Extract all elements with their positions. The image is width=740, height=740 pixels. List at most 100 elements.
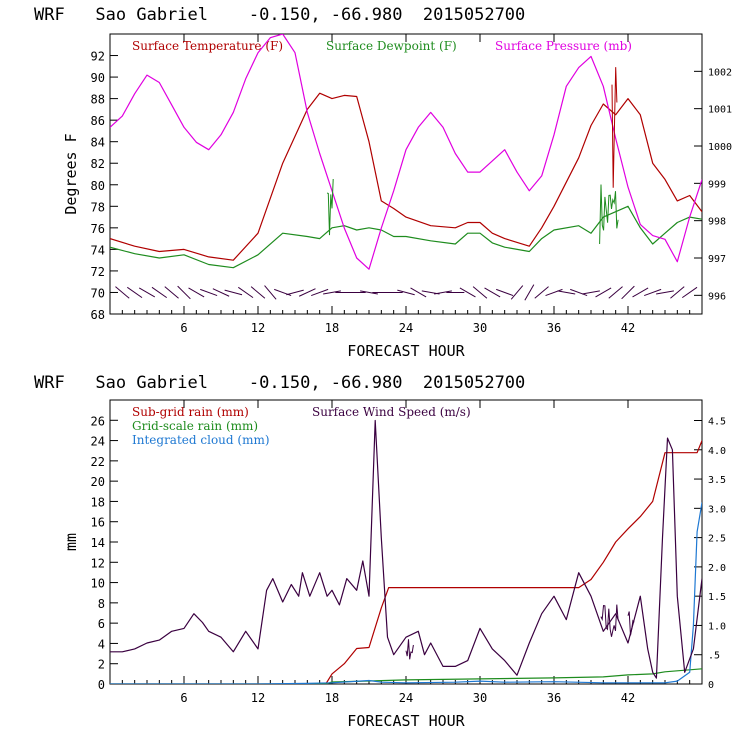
y2-tick-label: 2.5 [708, 534, 726, 545]
legend-entry: Integrated cloud (mm) [132, 433, 270, 447]
legend-entry: Sub-grid rain (mm) [132, 405, 249, 419]
x-tick-label: 12 [251, 321, 265, 335]
wind-barb [459, 287, 476, 298]
wind-barb [397, 289, 415, 296]
wind-barb [545, 288, 563, 297]
y-tick-label: 88 [91, 93, 105, 107]
wind-barb [164, 286, 179, 299]
wind-barb [138, 287, 156, 298]
y-axis-label: mm [62, 533, 80, 551]
series-line-sub-grid-rain-mm- [110, 440, 702, 684]
series-line-surface-dewpoint-f- [110, 205, 702, 269]
x-axis-label: FORECAST HOUR [347, 712, 465, 730]
y-tick-label: 14 [91, 536, 105, 550]
y-tick-label: 8 [98, 597, 105, 611]
x-tick-label: 42 [621, 321, 635, 335]
legend-entry: Surface Dewpoint (F) [326, 39, 457, 53]
x-tick-label: 36 [547, 691, 561, 705]
y-tick-label: 70 [91, 286, 105, 300]
legend-entry: Surface Pressure (mb) [495, 39, 632, 53]
y2-tick-label: 1002 [708, 67, 732, 78]
wind-barb [151, 286, 167, 299]
wind-barb [224, 289, 243, 296]
wind-barb [360, 290, 378, 295]
y-tick-label: 80 [91, 179, 105, 193]
x-tick-label: 30 [473, 691, 487, 705]
y-tick-label: 0 [98, 678, 105, 692]
y-tick-label: 20 [91, 475, 105, 489]
y-tick-label: 10 [91, 577, 105, 591]
wind-barb [472, 286, 488, 299]
legend-entry: Surface Wind Speed (m/s) [312, 405, 471, 419]
panel-2: WRF Sao Gabriel -0.150, -66.980 20150527… [34, 373, 726, 730]
wind-barb [410, 287, 427, 298]
series-oscillation [611, 67, 618, 188]
x-tick-label: 18 [325, 321, 339, 335]
wind-barb [115, 286, 130, 299]
wind-barb [286, 289, 304, 296]
plot-area [110, 34, 702, 301]
y-tick-label: 86 [91, 114, 105, 128]
wind-barb [484, 287, 501, 298]
panel-1: WRF Sao Gabriel -0.150, -66.980 20150527… [34, 5, 732, 360]
x-tick-label: 36 [547, 321, 561, 335]
y-tick-label: 4 [98, 637, 105, 651]
wind-barb [212, 288, 230, 297]
x-tick-label: 6 [180, 691, 187, 705]
wind-barb [311, 288, 329, 297]
plot-area [110, 419, 702, 684]
y2-tick-label: 4.5 [708, 416, 726, 427]
y2-tick-label: 1000 [708, 142, 732, 153]
y-tick-label: 76 [91, 222, 105, 236]
wind-barb [434, 290, 452, 295]
chart-title: WRF Sao Gabriel -0.150, -66.980 20150527… [34, 5, 525, 25]
wind-barb [682, 286, 698, 299]
y-axis-label: Degrees F [62, 133, 80, 214]
y-tick-label: 72 [91, 265, 105, 279]
wind-barb [238, 286, 254, 299]
x-axis-label: FORECAST HOUR [347, 342, 465, 360]
x-tick-label: 12 [251, 691, 265, 705]
wind-barb [250, 286, 266, 299]
y2-tick-label: 1001 [708, 105, 732, 116]
y-tick-label: 16 [91, 516, 105, 530]
wind-barb [510, 285, 524, 300]
y-tick-label: 2 [98, 658, 105, 672]
legend-entry: Grid-scale rain (mm) [132, 419, 258, 433]
y-tick-label: 6 [98, 617, 105, 631]
y-tick-label: 26 [91, 414, 105, 428]
chart-title: WRF Sao Gabriel -0.150, -66.980 20150527… [34, 373, 525, 393]
wind-barb [621, 285, 635, 300]
x-tick-label: 18 [325, 691, 339, 705]
series-oscillation [627, 611, 635, 636]
y2-tick-label: 4.0 [708, 446, 726, 457]
y-tick-label: 74 [91, 243, 105, 257]
y2-tick-label: 1.0 [708, 621, 726, 632]
series-line-surface-wind-speed-m-s- [110, 419, 702, 679]
legend-entry: Surface Temperature (F) [132, 39, 283, 53]
wind-barb [644, 288, 662, 297]
y2-tick-label: 0 [708, 680, 714, 691]
wind-barb [670, 286, 685, 299]
series-oscillation [326, 178, 334, 236]
wind-barb [264, 285, 277, 300]
x-tick-label: 30 [473, 321, 487, 335]
wind-barb [557, 290, 576, 295]
wind-barb [496, 288, 514, 297]
wind-barb [656, 290, 674, 295]
y-tick-label: 84 [91, 136, 105, 150]
y-tick-label: 82 [91, 157, 105, 171]
wind-barb [323, 290, 341, 295]
y-tick-label: 12 [91, 556, 105, 570]
y2-tick-label: 1.5 [708, 592, 726, 603]
x-tick-label: 6 [180, 321, 187, 335]
y2-tick-label: 998 [708, 217, 726, 228]
y2-tick-label: .5 [708, 651, 720, 662]
series-line-integrated-cloud-mm- [110, 502, 702, 684]
y-tick-label: 78 [91, 200, 105, 214]
y2-tick-label: 3.0 [708, 504, 726, 515]
series-oscillation [599, 184, 619, 245]
y-tick-label: 68 [91, 308, 105, 322]
series-oscillation [600, 604, 619, 637]
wind-barb [524, 284, 535, 301]
